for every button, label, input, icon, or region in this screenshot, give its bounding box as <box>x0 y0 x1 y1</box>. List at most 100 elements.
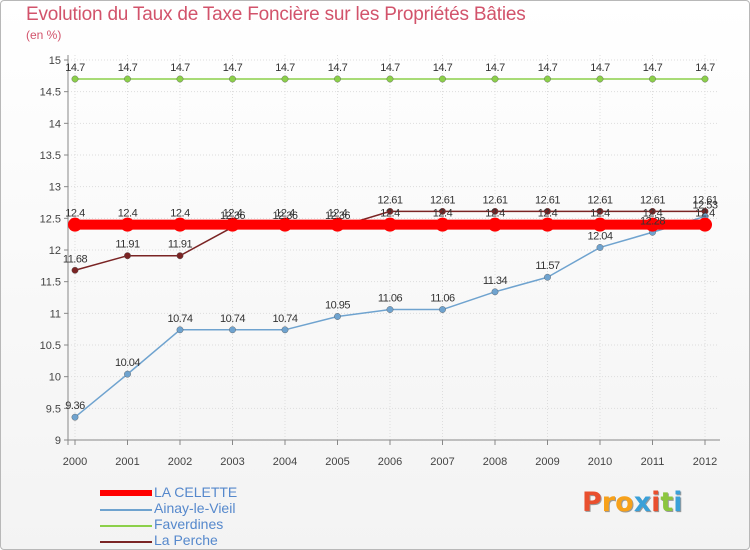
data-label-la-perche: 11.68 <box>63 253 88 265</box>
proxiti-logo: Proxiti <box>582 487 683 518</box>
data-point-la-perche <box>491 207 499 215</box>
data-point-ainay-le-vieil <box>491 288 499 296</box>
data-label-ainay-le-vieil: 10.74 <box>220 313 245 325</box>
data-label-ainay-le-vieil: 9.36 <box>65 400 85 412</box>
data-point-la-celette <box>488 217 502 232</box>
data-point-ainay-le-vieil <box>596 244 604 251</box>
data-label-la-perche: 12.36 <box>272 210 297 222</box>
data-point-la-perche <box>596 207 604 215</box>
data-point-ainay-le-vieil <box>124 370 131 378</box>
y-tick-label: 12.5 <box>40 213 61 225</box>
x-tick-label: 2004 <box>273 456 297 468</box>
x-tick-label: 2000 <box>63 456 87 468</box>
data-label-la-perche: 12.61 <box>482 194 507 206</box>
legend-swatch <box>100 509 152 511</box>
y-tick-label: 10.5 <box>40 340 61 352</box>
data-label-ainay-le-vieil: 10.74 <box>167 313 192 325</box>
data-label-ainay-le-vieil: 12.53 <box>692 199 717 211</box>
data-point-la-celette <box>225 217 240 232</box>
data-point-faverdines <box>71 75 79 83</box>
x-tick-label: 2006 <box>378 456 402 468</box>
y-tick-label: 12 <box>49 245 61 257</box>
data-point-la-perche <box>71 266 79 274</box>
data-label-faverdines: 14.7 <box>170 62 190 74</box>
data-label-la-celette: 12.4 <box>328 208 348 220</box>
data-label-la-celette: 12.4 <box>433 208 453 220</box>
data-point-la-celette <box>383 217 397 232</box>
data-point-ainay-le-vieil <box>229 326 236 334</box>
legend-label: Faverdines <box>154 516 224 532</box>
data-label-la-perche: 12.61 <box>640 194 665 206</box>
data-label-ainay-le-vieil: 11.06 <box>430 293 455 305</box>
data-point-la-perche <box>544 207 551 215</box>
data-label-la-perche: 12.61 <box>535 194 560 206</box>
x-tick-label: 2012 <box>693 456 717 468</box>
y-tick-label: 15 <box>49 55 61 67</box>
data-label-ainay-le-vieil: 10.74 <box>272 313 297 325</box>
data-label-faverdines: 14.7 <box>643 62 663 74</box>
data-label-faverdines: 14.7 <box>328 62 348 74</box>
data-label-la-perche: 11.91 <box>115 239 140 251</box>
data-label-la-celette: 12.4 <box>643 208 663 220</box>
data-point-faverdines <box>334 75 341 83</box>
legend-swatch <box>100 525 152 527</box>
data-label-la-celette: 12.4 <box>65 208 85 220</box>
data-point-faverdines <box>229 75 236 83</box>
data-point-ainay-le-vieil <box>544 273 551 281</box>
data-label-faverdines: 14.7 <box>485 62 505 74</box>
data-label-faverdines: 14.7 <box>118 62 138 74</box>
data-point-faverdines <box>544 75 551 83</box>
unit-label: (en %) <box>26 28 62 42</box>
y-tick-label: 11 <box>50 308 61 320</box>
data-point-ainay-le-vieil <box>176 326 184 334</box>
data-label-la-perche: 12.61 <box>377 194 402 206</box>
data-label-ainay-le-vieil: 12.28 <box>640 215 665 227</box>
data-point-ainay-le-vieil <box>334 313 341 320</box>
x-tick-label: 2008 <box>483 456 507 468</box>
data-point-faverdines <box>124 75 131 83</box>
data-point-la-celette <box>278 217 292 232</box>
data-label-ainay-le-vieil: 11.34 <box>483 275 508 287</box>
data-point-la-perche <box>386 207 394 215</box>
data-point-faverdines <box>439 75 446 83</box>
data-label-ainay-le-vieil: 11.06 <box>378 293 403 305</box>
y-tick-label: 14.5 <box>40 87 61 99</box>
x-tick-label: 2007 <box>430 456 454 468</box>
data-point-la-celette <box>593 217 607 232</box>
x-tick-label: 2011 <box>641 456 665 468</box>
data-point-la-perche <box>124 252 131 260</box>
data-point-ainay-le-vieil <box>439 306 446 313</box>
data-point-la-celette <box>435 217 450 232</box>
data-label-faverdines: 14.7 <box>538 62 558 74</box>
y-tick-label: 13 <box>49 182 61 194</box>
x-tick-label: 2003 <box>220 456 244 468</box>
data-label-faverdines: 14.7 <box>590 62 610 74</box>
data-point-la-celette <box>330 217 345 232</box>
data-label-ainay-le-vieil: 11.57 <box>535 260 560 272</box>
data-label-la-perche: 12.36 <box>325 210 350 222</box>
data-label-la-perche: 11.91 <box>168 239 193 251</box>
data-point-la-celette <box>540 217 555 232</box>
data-point-la-perche <box>649 207 656 215</box>
data-label-ainay-le-vieil: 10.95 <box>325 300 350 312</box>
data-point-ainay-le-vieil <box>386 306 394 313</box>
data-label-faverdines: 14.7 <box>223 62 243 74</box>
data-point-faverdines <box>701 75 709 83</box>
data-point-faverdines <box>176 75 184 83</box>
data-point-la-celette <box>173 217 187 232</box>
data-point-ainay-le-vieil <box>71 413 79 421</box>
data-label-la-perche: 12.61 <box>692 194 717 206</box>
x-tick-label: 2005 <box>325 456 349 468</box>
data-point-la-celette <box>645 217 660 232</box>
data-label-faverdines: 14.7 <box>275 62 295 74</box>
data-label-la-perche: 12.36 <box>220 210 245 222</box>
data-point-faverdines <box>281 75 289 83</box>
data-label-faverdines: 14.7 <box>695 62 715 74</box>
data-point-la-celette <box>698 217 712 232</box>
data-label-la-celette: 12.4 <box>695 208 715 220</box>
data-label-la-celette: 12.4 <box>223 208 243 220</box>
data-label-la-perche: 12.61 <box>430 194 455 206</box>
x-tick-label: 2009 <box>535 456 559 468</box>
data-label-la-celette: 12.4 <box>538 208 558 220</box>
